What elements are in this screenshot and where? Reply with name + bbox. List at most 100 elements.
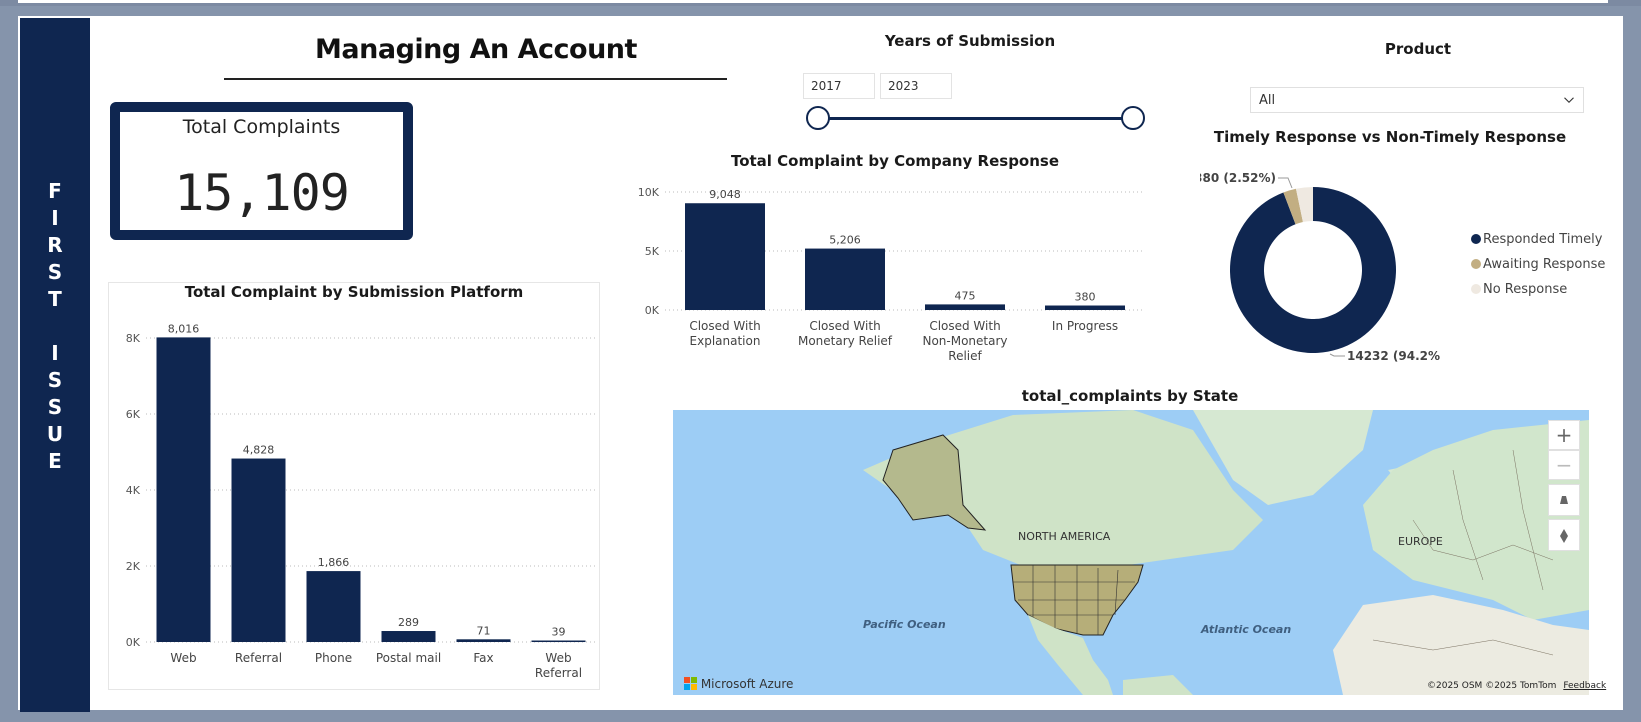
sidebar-letter: S <box>47 395 63 419</box>
azure-brand: Microsoft Azure <box>684 677 793 691</box>
x-tick-label: Phone <box>315 651 352 665</box>
year-slider-track[interactable] <box>818 117 1134 120</box>
platform-bar-chart: 8K 6K 4K 2K 0K 8,016 Web 4,828 Referral 1,866 Phon… <box>126 322 596 680</box>
legend-item[interactable]: Awaiting Response <box>1471 257 1605 272</box>
sidebar-letter: I <box>51 341 59 365</box>
sidebar-letter <box>20 313 90 340</box>
x-tick-label: Closed With <box>929 319 1000 333</box>
legend-item[interactable]: Responded Timely <box>1471 232 1602 247</box>
legend-label: Responded Timely <box>1483 232 1603 247</box>
y-tick-label: 5K <box>645 245 660 258</box>
bar[interactable] <box>306 571 361 642</box>
donut-slice[interactable] <box>1230 187 1396 353</box>
legend-dot <box>1471 234 1481 244</box>
sidebar-letter: E <box>48 449 62 473</box>
x-tick-label: Postal mail <box>376 651 441 665</box>
map-label-pacific: Pacific Ocean <box>863 618 946 631</box>
bar-value-label: 5,206 <box>829 234 861 247</box>
x-tick-label: Closed With <box>809 319 880 333</box>
bar-value-label: 8,016 <box>168 322 200 335</box>
legend-label: Awaiting Response <box>1483 257 1606 272</box>
sidebar-letter: S <box>47 368 63 392</box>
bar-value-label: 475 <box>955 289 976 302</box>
bar-value-label: 9,048 <box>709 188 741 201</box>
sidebar-letter: T <box>48 287 62 311</box>
azure-brand-text: Microsoft Azure <box>700 677 794 691</box>
y-tick-label: 2K <box>126 560 141 573</box>
tilt-icon <box>1560 496 1568 504</box>
years-slicer-title: Years of Submission <box>884 32 1056 50</box>
compass-icon <box>1560 529 1568 543</box>
map-landmass <box>863 410 1589 695</box>
tilt-button[interactable] <box>1548 484 1580 516</box>
bar[interactable] <box>1045 305 1125 310</box>
donut-slice[interactable] <box>1283 188 1303 225</box>
bar[interactable] <box>925 304 1005 310</box>
x-tick-label: Non-Monetary <box>922 334 1007 348</box>
sidebar-letter: U <box>46 422 64 446</box>
feedback-link[interactable]: Feedback <box>1563 681 1607 691</box>
top-strip <box>0 0 1641 6</box>
product-slicer-title: Product <box>1384 40 1452 58</box>
compass-button[interactable] <box>1548 519 1580 551</box>
sidebar-letter: S <box>47 260 63 284</box>
product-dropdown-value: All <box>1259 93 1276 108</box>
map-copyright: ©2025 OSM ©2025 TomTom Feedback <box>1427 681 1606 691</box>
bar-value-label: 39 <box>552 626 566 639</box>
bar[interactable] <box>531 640 586 643</box>
donut-slice[interactable] <box>1295 187 1313 223</box>
y-tick-label: 4K <box>126 484 141 497</box>
bar[interactable] <box>685 203 765 310</box>
bar[interactable] <box>156 337 211 642</box>
timely-donut-chart: 380 (2.52%) 14232 (94.2%) <box>1200 171 1440 363</box>
y-tick-label: 6K <box>126 408 141 421</box>
legend-dot <box>1471 284 1481 294</box>
state-map[interactable]: NORTH AMERICA EUROPE Pacific Ocean Atlan… <box>673 410 1589 695</box>
year-slider-start-handle[interactable] <box>806 106 830 130</box>
y-tick-label: 10K <box>638 186 660 199</box>
page-title: Managing An Account <box>315 34 637 65</box>
kpi-card[interactable]: Total Complaints 15,109 <box>110 102 413 240</box>
x-tick-label: Referral <box>235 651 282 665</box>
x-tick-label: Web <box>545 651 571 665</box>
leader-line <box>1329 353 1345 357</box>
y-tick-label: 0K <box>645 304 660 317</box>
kpi-value: 15,109 <box>174 164 350 222</box>
bar-value-label: 289 <box>398 616 419 629</box>
map-label-north-america: NORTH AMERICA <box>1018 530 1111 543</box>
map-label-europe: EUROPE <box>1398 535 1443 548</box>
legend-item[interactable]: No Response <box>1471 282 1567 297</box>
product-dropdown[interactable]: All <box>1250 87 1584 113</box>
kpi-label: Total Complaints <box>182 116 341 138</box>
year-end-input[interactable]: 2023 <box>880 73 952 99</box>
x-tick-label: In Progress <box>1052 319 1118 333</box>
bar[interactable] <box>805 248 885 310</box>
sidebar-letter: F <box>48 179 62 203</box>
x-tick-label: Monetary Relief <box>798 334 893 348</box>
y-tick-label: 8K <box>126 332 141 345</box>
year-start-input[interactable]: 2017 <box>803 73 875 99</box>
x-tick-label: Explanation <box>690 334 761 348</box>
chevron-down-icon <box>1564 97 1574 104</box>
year-slider-end-handle[interactable] <box>1121 106 1145 130</box>
zoom-out-button[interactable]: − <box>1548 450 1580 480</box>
sidebar-letter: I <box>51 206 59 230</box>
bar-value-label: 1,866 <box>318 556 350 569</box>
x-tick-label: Fax <box>473 651 493 665</box>
map-title: total_complaints by State <box>1021 387 1239 405</box>
bar[interactable] <box>231 458 286 642</box>
x-tick-label: Closed With <box>689 319 760 333</box>
title-underline <box>224 78 727 80</box>
legend-dot <box>1471 259 1481 269</box>
x-tick-label: Referral <box>535 666 582 680</box>
bar-value-label: 4,828 <box>243 444 275 457</box>
platform-chart-panel <box>108 282 600 690</box>
zoom-in-button[interactable]: + <box>1548 420 1580 450</box>
response-chart-title: Total Complaint by Company Response <box>730 152 1060 170</box>
x-tick-label: Relief <box>948 349 982 363</box>
bar[interactable] <box>456 639 511 642</box>
microsoft-logo-icon <box>684 677 697 690</box>
bar[interactable] <box>381 631 436 642</box>
map-label-atlantic: Atlantic Ocean <box>1201 623 1292 636</box>
leader-line <box>1278 177 1293 189</box>
